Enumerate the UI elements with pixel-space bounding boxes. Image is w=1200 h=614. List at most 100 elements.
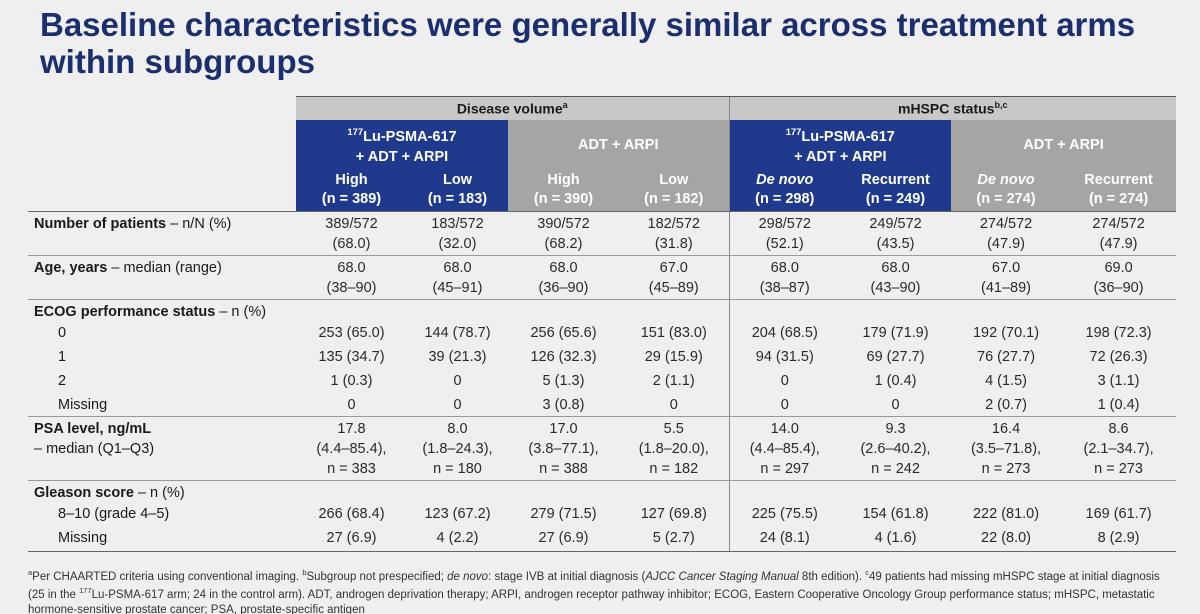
table-cell: 4 (2.2) [407, 527, 508, 552]
table-row: Missing 27 (6.9) 4 (2.2) 27 (6.9) 5 (2.7… [28, 527, 1177, 552]
table-cell: 69 (27.7) [866, 348, 925, 365]
table-row: ECOG performance status – n (%) [28, 299, 1177, 323]
group-header-row: Disease volumea mHSPC statusb,c [28, 96, 1177, 120]
row-label-ecog-1: 1 [58, 348, 67, 365]
table-row: 1 135 (34.7) 39 (21.3) 126 (32.3) 29 (15… [28, 346, 1176, 371]
table-cell: 27 (6.9) [508, 527, 619, 552]
subgroup-header: Recurrent (n = 249) [840, 169, 952, 212]
table-cell: 4 (1.6) [840, 527, 952, 552]
table-cell: 0 [347, 396, 356, 413]
table-cell: 17.0 (3.8–77.1), n = 388 [508, 416, 619, 481]
table-cell: 179 (71.9) [862, 324, 929, 341]
table-cell: 123 (67.2) [424, 505, 491, 522]
table-cell: 5 (2.7) [619, 527, 730, 552]
subgroup-header-row: High (n = 389) Low (n = 183) High (n = 390)… [28, 169, 1177, 212]
table-cell: 126 (32.3) [530, 348, 597, 365]
table-cell: 24 (8.1) [728, 527, 841, 552]
table-cell: 0 [891, 396, 900, 413]
table-cell: 249/572 (43.5) [840, 211, 952, 256]
row-label-ecog-missing: Missing [58, 396, 108, 413]
table-cell: 279 (71.5) [530, 505, 597, 522]
table-cell: 198 (72.3) [1085, 324, 1152, 341]
table-cell: 151 (83.0) [640, 324, 707, 341]
table-cell: 29 (15.9) [644, 348, 703, 365]
table-cell: 3 (1.1) [1097, 372, 1140, 389]
table-cell: 22 (8.0) [951, 527, 1062, 552]
row-label-gleason-8-10: 8–10 (grade 4–5) [58, 505, 170, 522]
table-cell: 2 (1.1) [652, 372, 695, 389]
subgroup-header: De novo (n = 298) [728, 169, 841, 212]
arm-lu-psma-status: 177Lu-PSMA-617 + ADT + ARPI [728, 119, 952, 170]
table-cell: 8.0 (1.8–24.3), n = 180 [407, 416, 508, 481]
table-cell: 0 [728, 370, 841, 395]
subgroup-header: De novo (n = 274) [951, 169, 1062, 212]
row-label-ecog-2: 2 [58, 372, 67, 389]
table-cell: 68.0 (38–90) [296, 255, 407, 300]
table-cell: 9.3 (2.6–40.2), n = 242 [840, 416, 952, 481]
baseline-table: Disease volumea mHSPC statusb,c 177Lu-PS… [28, 96, 1177, 552]
row-label-gleason-missing: Missing [28, 527, 296, 552]
table-cell: 274/572 (47.9) [1061, 211, 1177, 256]
table-cell: 67.0 (45–89) [619, 255, 730, 300]
table-cell: 1 (0.4) [1097, 396, 1140, 413]
row-label-patients: Number of patients – n/N (%) [28, 211, 296, 256]
footnote: aPer CHAARTED criteria using conventiona… [28, 568, 1160, 614]
table-cell: 274/572 (47.9) [951, 211, 1062, 256]
group-disease-volume: Disease volumea [296, 96, 730, 120]
table-cell: 256 (65.6) [530, 324, 597, 341]
table-cell: 68.0 (43–90) [840, 255, 952, 300]
table-cell: 1 (0.3) [330, 372, 373, 389]
table-cell: 0 [453, 372, 462, 389]
table-cell: 5.5 (1.8–20.0), n = 182 [619, 416, 730, 481]
table-cell: 27 (6.9) [296, 527, 407, 552]
table-cell: 183/572 (32.0) [407, 211, 508, 256]
table-row: Number of patients – n/N (%) 389/572 (68.… [28, 211, 1177, 256]
table-cell: 94 (31.5) [728, 346, 841, 371]
table-row: 2 1 (0.3) 0 5 (1.3) 2 (1.1) 0 1 (0.4) 4 … [28, 370, 1176, 395]
table-row: Gleason score – n (%) [28, 480, 1177, 504]
table-row: 0 253 (65.0) 144 (78.7) 256 (65.6) 151 (… [28, 322, 1176, 347]
table-cell: 67.0 (41–89) [951, 255, 1062, 300]
table-cell: 0 [453, 396, 462, 413]
subgroup-header: High (n = 389) [296, 169, 407, 212]
table-cell: 68.0 (45–91) [407, 255, 508, 300]
slide-title: Baseline characteristics were generally … [40, 6, 1136, 80]
arm-lu-psma-volume: 177Lu-PSMA-617 + ADT + ARPI [296, 119, 508, 170]
table-cell: 76 (27.7) [977, 348, 1036, 365]
table-cell: 253 (65.0) [318, 324, 385, 341]
table-row: 8–10 (grade 4–5) 266 (68.4) 123 (67.2) 2… [28, 503, 1176, 528]
table-cell: 1 (0.4) [874, 372, 917, 389]
row-label-ecog-0: 0 [58, 324, 67, 341]
table-cell: 39 (21.3) [428, 348, 487, 365]
table-cell: 8.6 (2.1–34.7), n = 273 [1061, 416, 1177, 481]
subgroup-header: Low (n = 183) [407, 169, 508, 212]
table-row: PSA level, ng/mL – median (Q1–Q3) 17.8 (4.… [28, 416, 1177, 481]
table-cell: 182/572 (31.8) [619, 211, 730, 256]
arm-header-row: 177Lu-PSMA-617 + ADT + ARPI ADT + ARPI 17… [28, 119, 1177, 170]
table-cell: 127 (69.8) [640, 505, 707, 522]
subgroup-header: Recurrent (n = 274) [1061, 169, 1177, 212]
arm-control-status: ADT + ARPI [951, 119, 1177, 170]
table-cell: 389/572 (68.0) [296, 211, 407, 256]
row-label-gleason: Gleason score – n (%) [28, 480, 296, 504]
table-cell: 16.4 (3.5–71.8), n = 273 [951, 416, 1062, 481]
table-cell: 68.0 (36–90) [508, 255, 619, 300]
table-row: Age, years – median (range) 68.0 (38–90) … [28, 255, 1177, 300]
table-cell: 169 (61.7) [1085, 505, 1152, 522]
table-cell: 17.8 (4.4–85.4), n = 383 [296, 416, 407, 481]
table-cell: 266 (68.4) [318, 505, 385, 522]
table-cell: 72 (26.3) [1089, 348, 1148, 365]
table-cell: 8 (2.9) [1061, 527, 1177, 552]
table-cell: 154 (61.8) [862, 505, 929, 522]
table-cell: 0 [728, 394, 841, 417]
group-mhspc-status: mHSPC statusb,c [728, 96, 1177, 120]
table-cell: 222 (81.0) [972, 505, 1040, 522]
table-cell: 144 (78.7) [424, 324, 491, 341]
table-cell: 69.0 (36–90) [1061, 255, 1177, 300]
table-cell: 14.0 (4.4–85.4), n = 297 [728, 416, 841, 481]
row-label-age: Age, years – median (range) [28, 255, 296, 300]
table-cell: 3 (0.8) [542, 396, 585, 413]
table-cell: 68.0 (38–87) [728, 255, 841, 300]
table-cell: 4 (1.5) [985, 372, 1027, 389]
table-cell: 225 (75.5) [728, 503, 841, 528]
